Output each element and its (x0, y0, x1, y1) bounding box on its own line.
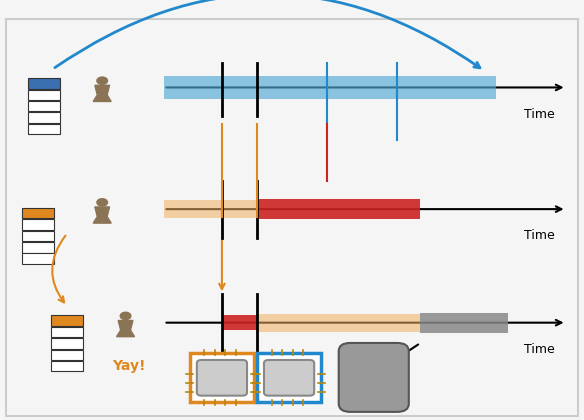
FancyBboxPatch shape (420, 312, 508, 333)
FancyBboxPatch shape (22, 242, 54, 252)
FancyBboxPatch shape (257, 314, 420, 332)
FancyBboxPatch shape (190, 353, 254, 402)
Text: Time: Time (524, 229, 555, 242)
FancyBboxPatch shape (51, 338, 83, 349)
FancyBboxPatch shape (22, 208, 54, 218)
FancyBboxPatch shape (22, 231, 54, 241)
FancyBboxPatch shape (164, 76, 496, 99)
FancyBboxPatch shape (51, 349, 83, 360)
FancyBboxPatch shape (28, 112, 60, 123)
FancyBboxPatch shape (22, 219, 54, 230)
FancyBboxPatch shape (222, 315, 257, 330)
FancyBboxPatch shape (257, 199, 420, 219)
Circle shape (97, 77, 107, 84)
FancyBboxPatch shape (28, 89, 60, 100)
Text: Time: Time (524, 108, 555, 121)
FancyBboxPatch shape (264, 360, 314, 396)
Text: Time: Time (524, 343, 555, 356)
FancyBboxPatch shape (28, 101, 60, 111)
Polygon shape (93, 207, 111, 223)
FancyBboxPatch shape (257, 353, 321, 402)
FancyBboxPatch shape (51, 327, 83, 337)
Polygon shape (117, 320, 134, 337)
FancyBboxPatch shape (22, 253, 54, 264)
Text: Yay!: Yay! (112, 359, 145, 373)
FancyBboxPatch shape (164, 200, 257, 218)
FancyBboxPatch shape (51, 315, 83, 326)
Circle shape (97, 199, 107, 206)
FancyBboxPatch shape (28, 78, 60, 89)
Polygon shape (93, 85, 111, 102)
FancyBboxPatch shape (197, 360, 247, 396)
Circle shape (120, 312, 131, 320)
FancyBboxPatch shape (339, 343, 409, 412)
FancyBboxPatch shape (51, 361, 83, 371)
FancyBboxPatch shape (28, 123, 60, 134)
